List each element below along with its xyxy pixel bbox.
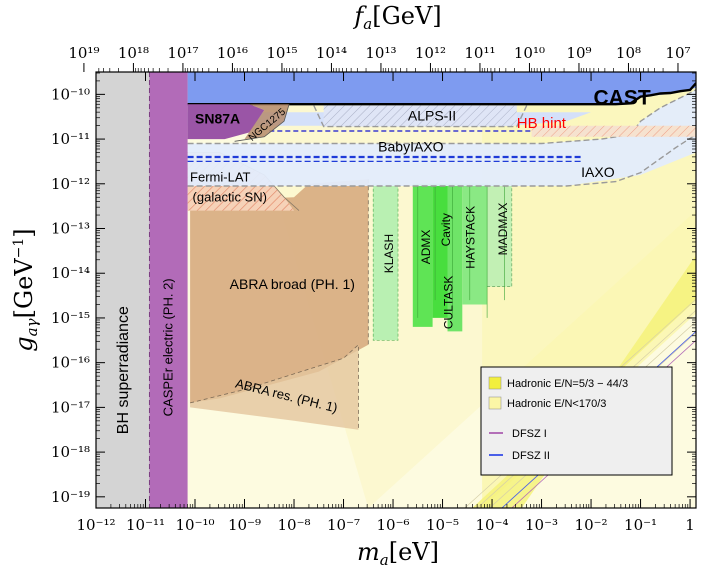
label-hb-hint: HB hint (517, 115, 567, 132)
alps-ii-boundary (313, 105, 528, 128)
y-axis-label: gaγ[GeV−1] (10, 228, 41, 351)
casper-electric-region (149, 72, 188, 508)
legend-box (480, 366, 673, 476)
label-klash: KLASH (382, 234, 396, 273)
legend-label-dfsz-2: DFSZ II (512, 450, 550, 462)
label-abra-broad: ABRA broad (PH. 1) (230, 276, 355, 292)
cast-boundary (187, 82, 696, 106)
abra-res-boundary (190, 343, 359, 430)
label-alps-ii: ALPS-II (408, 107, 456, 123)
top-tick-label: 10¹⁷ (167, 44, 198, 62)
x-tick-label: 10⁻⁴ (476, 516, 509, 534)
y-tick-label: 10⁻¹⁷ (51, 398, 90, 416)
y-tick-label: 10⁻¹⁰ (51, 85, 90, 103)
label-fermi-lat-2: (galactic SN) (193, 190, 267, 205)
legend: Hadronic E/N=5/3 − 44/3 Hadronic E/N<170… (480, 366, 673, 476)
label-haystack: HAYSTACK (464, 206, 478, 269)
top-tick-label: 10¹⁸ (118, 44, 149, 62)
cast-region (187, 72, 696, 105)
x-tick-label: 10⁻¹¹ (126, 516, 165, 534)
hb-hint-region (531, 125, 696, 137)
plot-area (96, 72, 696, 508)
iaxo-boundary (187, 134, 696, 187)
label-babyiaxo: BabyIAXO (378, 139, 443, 155)
legend-label-dfsz-1: DFSZ I (512, 428, 547, 440)
y-tick-label: 10⁻¹⁶ (51, 354, 90, 372)
y-tick-label: 10⁻¹⁸ (51, 443, 90, 461)
x-tick-label: 10⁻¹⁰ (175, 516, 214, 534)
top-tick-label: 10⁹ (566, 44, 591, 62)
top-tick-label: 10¹⁴ (316, 44, 347, 62)
label-fermi-lat: Fermi-LAT (190, 170, 250, 185)
y-tick-label: 10⁻¹² (51, 175, 90, 193)
cultask-region (447, 183, 463, 332)
haystack-region (462, 183, 488, 305)
top-tick-label: 10¹⁶ (217, 44, 248, 62)
x-tick-label: 10⁻⁸ (278, 516, 311, 534)
label-madmax: MADMAX (496, 203, 510, 256)
top-tick-label: 10¹³ (365, 44, 396, 62)
y-tick-label: 10⁻¹⁴ (51, 264, 90, 282)
label-sn87a: SN87A (195, 110, 240, 126)
x-tick-label: 10⁻¹² (76, 516, 115, 534)
bh-superradiance-region (96, 72, 150, 508)
label-iaxo: IAXO (581, 164, 615, 180)
y-tick-label: 10⁻¹¹ (51, 130, 90, 148)
y-tick-label: 10⁻¹³ (51, 220, 90, 238)
top-tick-label: 10¹² (415, 44, 446, 62)
label-casper-electric: CASPEr electric (PH. 2) (161, 278, 176, 416)
label-cast: CAST (594, 87, 651, 110)
alps-ii-region (323, 105, 517, 127)
abra-broad-region (190, 179, 369, 403)
legend-label-hadronic-band: Hadronic E/N=5/3 − 44/3 (507, 378, 628, 390)
x-axis-label: ma[eV] (357, 538, 439, 569)
sn87a-region (187, 104, 265, 140)
label-admx: ADMX (419, 230, 433, 265)
y-tick-label: 10⁻¹⁹ (51, 488, 90, 506)
axis-ticks: 10⁻¹² 10⁻¹¹ 10⁻¹⁰ 10⁻⁹ 10⁻⁸ 10⁻⁷ 10⁻⁶ 10⁻⁵ 10⁻⁴ 1… (51, 44, 696, 534)
x-tick-label: 10⁻⁷ (327, 516, 360, 534)
x-tick-label: 10⁻¹ (624, 516, 657, 534)
label-cavity: Cavity (439, 213, 453, 246)
legend-label-hadronic-wide: Hadronic E/N<170/3 (507, 398, 606, 410)
klash-region (373, 183, 398, 341)
top-tick-label: 10¹⁹ (68, 44, 99, 62)
top-tick-label: 10¹⁵ (266, 44, 297, 62)
legend-swatch-hadronic-band (488, 376, 502, 390)
top-tick-label: 10¹¹ (464, 44, 495, 62)
x-tick-label: 10⁻² (575, 516, 608, 534)
ngc1275-region (244, 104, 290, 140)
x-tick-label: 10⁻⁵ (426, 516, 459, 534)
cavity-region (432, 183, 448, 318)
y-tick-label: 10⁻¹⁵ (51, 309, 90, 327)
x-top-axis-label: fa[GeV] (352, 2, 441, 33)
madmax-region (487, 183, 512, 287)
top-tick-label: 10¹⁰ (514, 44, 545, 62)
x-tick-label: 10⁻³ (525, 516, 558, 534)
x-tick-label-last: 1 (685, 516, 695, 534)
legend-swatch-hadronic-wide (488, 396, 502, 410)
label-bh-superradiance: BH superradiance (115, 306, 132, 434)
abra-res-region (190, 344, 359, 430)
x-tick-label: 10⁻⁶ (377, 516, 410, 534)
x-tick-label: 10⁻⁹ (228, 516, 261, 534)
top-tick-label: 10⁷ (665, 44, 690, 62)
label-cultask: CULTASK (441, 276, 455, 330)
ngc1275-boundary (234, 104, 290, 142)
top-tick-label: 10⁸ (616, 44, 641, 62)
